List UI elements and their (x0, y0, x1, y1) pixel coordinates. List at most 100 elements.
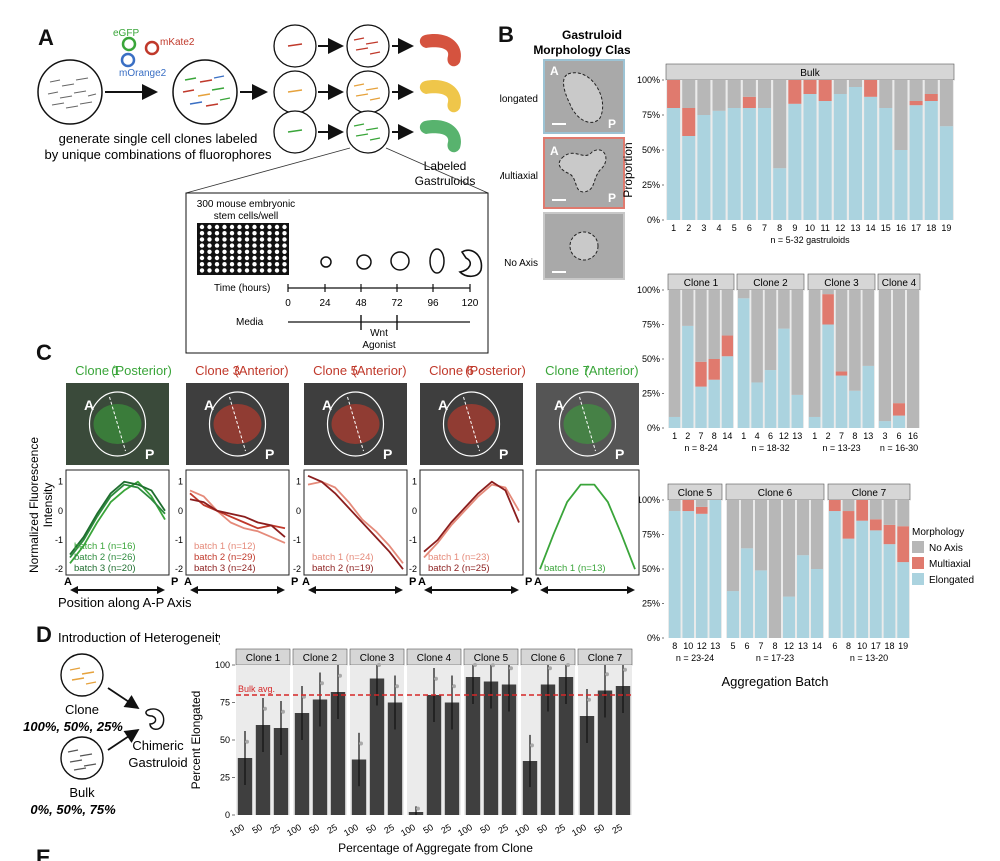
bar-segment-multiaxial (818, 80, 832, 101)
arrow-left-icon (308, 586, 316, 594)
elongated-bar (558, 677, 574, 815)
bar-segment-elongated (796, 555, 810, 638)
well-dot (252, 224, 257, 230)
elongated-bar (255, 725, 271, 815)
bar-segment-elongated (848, 87, 862, 220)
bar-segment-no-axis (708, 290, 720, 359)
gastruloid-yellow-icon (419, 80, 461, 113)
bar-segment-no-axis (773, 80, 787, 169)
fluorescence-glow (563, 404, 612, 444)
fluor-mkate2-label: mKate2 (160, 37, 195, 48)
x-tick-label: 18 (884, 641, 894, 651)
y-tick-label: 100% (637, 75, 660, 85)
x-tick-label: 17 (871, 641, 881, 651)
y-tick-label: -2 (293, 564, 301, 574)
bar-segment-no-axis (924, 80, 938, 94)
replicate-point (338, 673, 342, 678)
arrow-left-icon (424, 586, 432, 594)
bar-segment-multiaxial (822, 294, 834, 325)
bar-segment-multiaxial (924, 94, 938, 101)
x-tick-label: 1 (672, 431, 677, 441)
legend-elongated: Elongated (929, 575, 974, 586)
facet-note: n = 8-24 (684, 443, 717, 453)
c-ylabel-line1: Normalized Fluorescence (27, 437, 41, 573)
well-dot (214, 231, 220, 236)
batch-label: batch 3 (n=20) (74, 563, 136, 574)
bar-segment-elongated (892, 415, 906, 428)
well-dot (282, 249, 287, 254)
well-dot (244, 231, 250, 236)
clone-title: Clone 1 (75, 363, 120, 378)
well-dot (259, 268, 265, 273)
batch-label: batch 1 (n=24) (312, 552, 374, 563)
bar-segment-multiaxial (828, 500, 841, 512)
y-tick-label: 0% (647, 215, 660, 225)
elongated-bar (597, 690, 613, 815)
panel-label-a: A (38, 25, 54, 50)
axis-p-label: P (291, 576, 298, 588)
x-tick-label: 9 (792, 223, 797, 233)
y-tick-label: 75 (220, 698, 230, 708)
axis-p-label: P (525, 576, 532, 588)
bar-segment-elongated (773, 168, 787, 220)
well-dot (237, 268, 242, 273)
y-tick-label: 25% (642, 180, 660, 190)
bar-segment-elongated (782, 596, 796, 638)
bar-segment-elongated (695, 386, 707, 428)
facet-title: Clone 3 (360, 653, 395, 664)
profile-series-line (189, 498, 286, 538)
elongated-bar (465, 677, 481, 815)
panel-d-schematic: Introduction of Heterogeneity Clone 100%… (23, 630, 220, 817)
dish-unlabeled (37, 59, 103, 125)
x-tick-label: 7 (762, 223, 767, 233)
panel-a-caption-line2: by unique combinations of fluorophores (45, 147, 272, 162)
well-dot (207, 224, 212, 230)
bar-segment-no-axis (808, 290, 821, 417)
x-tick-label: 25 (496, 822, 510, 836)
well-dot (252, 268, 257, 273)
clone-row-yellow (273, 70, 461, 114)
well-dot (267, 249, 272, 254)
time-tick-label: 72 (391, 298, 403, 309)
elongated-bar (426, 695, 442, 815)
x-tick-label: 1 (671, 223, 676, 233)
bar-segment-elongated (682, 325, 694, 428)
bar-segment-no-axis (862, 290, 875, 366)
well-dot (282, 231, 287, 236)
bar-segment-no-axis (697, 80, 711, 115)
c-ylabel-line2: Intensity (41, 483, 55, 528)
replicate-point (302, 694, 306, 699)
profile-plot-frame (185, 469, 290, 576)
y-tick-label: -1 (409, 535, 417, 545)
replicate-point (605, 672, 609, 677)
bar-segment-multiaxial (695, 361, 707, 387)
bar-segment-multiaxial (788, 80, 802, 104)
batch-label: batch 2 (n=19) (312, 563, 374, 574)
elongated-bar (273, 728, 289, 815)
bar-segment-elongated (810, 569, 824, 638)
classes-title-line1: Gastruloid (562, 28, 622, 42)
panel-label-e: E (36, 845, 51, 861)
aggregate-48h-icon (356, 254, 372, 270)
panel-c: Normalized Fluorescence Intensity Positi… (27, 363, 640, 610)
x-tick-label: 100 (228, 822, 246, 838)
bar-segment-multiaxial (682, 108, 696, 136)
well-dot (214, 249, 220, 254)
well-dot (222, 255, 227, 261)
time-tick-label: 24 (319, 298, 331, 309)
x-tick-label: 7 (839, 431, 844, 441)
x-tick-label: 100 (342, 822, 360, 838)
x-tick-label: 5 (730, 641, 735, 651)
legend-swatch-multiaxial (912, 557, 924, 569)
replicate-point (530, 743, 534, 748)
well-dot (222, 224, 227, 230)
y-tick-label: 0% (647, 633, 660, 643)
elongated-bar (369, 678, 385, 815)
x-tick-label: 50 (307, 822, 321, 836)
bar-segment-no-axis (754, 500, 768, 571)
bar-segment-elongated (740, 548, 754, 638)
x-tick-label: 15 (881, 223, 891, 233)
fluorescence-glow (93, 404, 142, 444)
bar-segment-elongated (909, 105, 923, 220)
well-dot (229, 262, 235, 267)
